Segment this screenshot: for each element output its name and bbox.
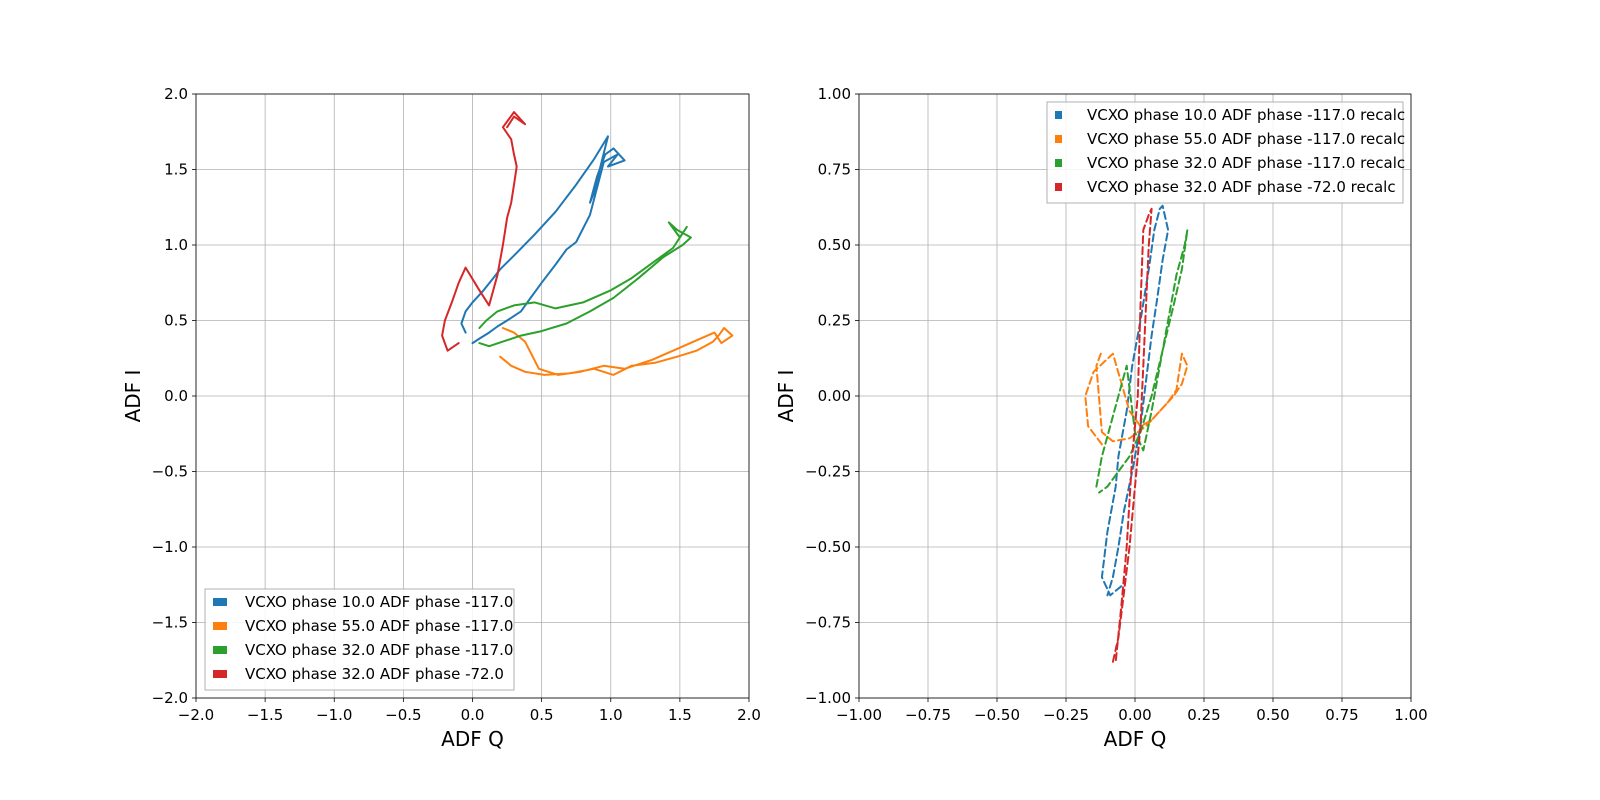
y-tick-label: 1.0 [164,236,188,254]
x-tick-label: 0.00 [1118,706,1151,724]
left-plot: −2.0 −1.5 −1.0 −0.5 0.0 0.5 1.0 1.5 2.0 −2.0 −1.5 −… [121,85,761,751]
x-tick-label: 1.00 [1394,706,1427,724]
legend-swatch-0 [213,598,227,606]
x-tick-label: 1.0 [599,706,623,724]
series-line-1 [1084,349,1189,446]
x-tick-label: −0.50 [974,706,1020,724]
y-axis-label: ADF I [774,370,798,423]
legend-swatch-1 [1055,135,1062,143]
legend-label-3: VCXO phase 32.0 ADF phase -72.0 recalc [1087,178,1396,196]
series-line-3 [441,111,526,352]
series-line-2 [478,221,692,348]
y-tick-label: −1.0 [152,538,188,556]
legend-label-0: VCXO phase 10.0 ADF phase -117.0 [245,593,513,611]
right-plot: −1.00 −0.75 −0.50 −0.25 0.00 0.25 0.50 0.75 1.00… [774,85,1428,751]
x-tick-label: −2.0 [178,706,214,724]
x-tick-label: 0.75 [1325,706,1358,724]
y-tick-label: 2.0 [164,85,188,103]
x-tick-label: 0.25 [1187,706,1220,724]
x-tick-label: 0.0 [461,706,485,724]
y-tick-label: −0.75 [805,614,851,632]
legend-swatch-2 [213,646,227,654]
legend-label-1: VCXO phase 55.0 ADF phase -117.0 [245,617,513,635]
legend-swatch-1 [213,622,227,630]
x-tick-label: −1.5 [247,706,283,724]
y-tick-label: 0.75 [818,161,851,179]
y-tick-label: 0.50 [818,236,851,254]
legend-label-2: VCXO phase 32.0 ADF phase -117.0 recalc [1087,154,1405,172]
legend-box [1046,101,1404,204]
x-tick-label: −0.75 [905,706,951,724]
series-line-3 [1111,207,1153,663]
legend-label-1: VCXO phase 55.0 ADF phase -117.0 recalc [1087,130,1405,148]
y-tick-label: 0.0 [164,387,188,405]
legend-swatch-2 [1055,159,1062,167]
y-tick-label: −1.5 [152,614,188,632]
y-axis-label: ADF I [121,370,145,423]
legend-swatch-3 [213,670,227,678]
legend-swatch-0 [1055,111,1062,119]
x-tick-label: −0.25 [1043,706,1089,724]
y-tick-label: 0.5 [164,312,188,330]
y-tick-label: −0.50 [805,538,851,556]
x-tick-label: −0.5 [385,706,421,724]
x-tick-label: 2.0 [737,706,761,724]
series-line-1 [499,327,734,376]
y-tick-label: 1.00 [818,85,851,103]
y-tick-label: −0.25 [805,463,851,481]
y-tick-label: 0.00 [818,387,851,405]
legend-label-2: VCXO phase 32.0 ADF phase -117.0 [245,641,513,659]
x-tick-label: −1.0 [316,706,352,724]
y-tick-label: −1.00 [805,689,851,707]
legend-swatch-3 [1055,183,1062,191]
y-tick-label: 0.25 [818,312,851,330]
series-line-0 [460,135,626,345]
x-axis-label: ADF Q [441,727,504,751]
y-tick-label: −2.0 [152,689,188,707]
legend-label-3: VCXO phase 32.0 ADF phase -72.0 [245,665,504,683]
y-tick-label: −0.5 [152,463,188,481]
x-tick-label: 0.5 [530,706,554,724]
legend: VCXO phase 10.0 ADF phase -117.0 VCXO pha… [204,588,515,691]
legend-label-0: VCXO phase 10.0 ADF phase -117.0 recalc [1087,106,1405,124]
legend: VCXO phase 10.0 ADF phase -117.0 recalc V… [1046,101,1405,204]
x-tick-label: 0.50 [1256,706,1289,724]
y-tick-label: 1.5 [164,161,188,179]
x-tick-label: −1.00 [836,706,882,724]
legend-box [204,588,515,691]
x-tick-label: 1.5 [668,706,692,724]
x-axis-label: ADF Q [1104,727,1167,751]
